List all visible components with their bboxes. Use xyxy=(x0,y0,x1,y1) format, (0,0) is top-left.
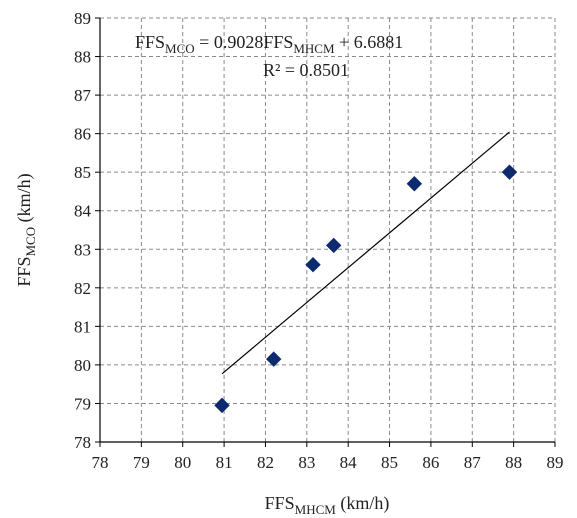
y-tick-label: 85 xyxy=(74,163,91,182)
x-tick-label: 78 xyxy=(92,453,109,472)
x-tick-label: 82 xyxy=(257,453,274,472)
x-tick-label: 89 xyxy=(547,453,564,472)
x-tick-label: 81 xyxy=(216,453,233,472)
data-point xyxy=(501,164,518,180)
y-tick-label: 79 xyxy=(74,394,91,413)
plot-area xyxy=(100,18,555,442)
x-tick-label: 85 xyxy=(381,453,398,472)
equation-text: FFSMCO = 0.9028FFSMHCM + 6.6881 xyxy=(135,32,403,56)
data-point xyxy=(325,237,342,254)
y-tick-label: 84 xyxy=(74,202,92,221)
data-points xyxy=(214,164,518,414)
trendline xyxy=(221,131,510,375)
y-tick-label: 83 xyxy=(74,240,91,259)
data-point xyxy=(305,256,321,273)
y-tick-label: 82 xyxy=(74,279,91,298)
axes xyxy=(95,17,556,447)
y-tick-label: 88 xyxy=(74,48,91,67)
x-axis-title: FFSMHCM (km/h) xyxy=(265,493,390,517)
y-tick-labels: 78 79 80 81 82 83 84 85 86 87 88 89 xyxy=(74,9,92,452)
x-tick-label: 79 xyxy=(133,453,150,472)
gridlines xyxy=(100,17,556,442)
y-tick-label: 86 xyxy=(74,125,91,144)
x-tick-label: 83 xyxy=(298,453,315,472)
data-point xyxy=(214,397,230,414)
trendline-group xyxy=(221,131,510,375)
x-tick-label: 80 xyxy=(174,453,191,472)
data-point xyxy=(266,351,282,367)
x-tick-label: 88 xyxy=(505,453,522,472)
x-tick-labels: 78 79 80 81 82 83 84 85 86 87 88 89 xyxy=(92,453,564,472)
y-tick-label: 81 xyxy=(74,317,91,336)
y-axis-title: FFSMCO (km/h) xyxy=(14,173,38,286)
y-tick-label: 89 xyxy=(74,9,91,28)
x-tick-label: 86 xyxy=(422,453,439,472)
data-point xyxy=(406,176,423,192)
x-tick-label: 87 xyxy=(464,453,482,472)
y-tick-label: 80 xyxy=(74,356,91,375)
y-tick-label: 78 xyxy=(74,433,91,452)
y-tick-label: 87 xyxy=(74,86,92,105)
x-tick-label: 84 xyxy=(340,453,358,472)
r-squared-text: R² = 0.8501 xyxy=(263,60,349,80)
